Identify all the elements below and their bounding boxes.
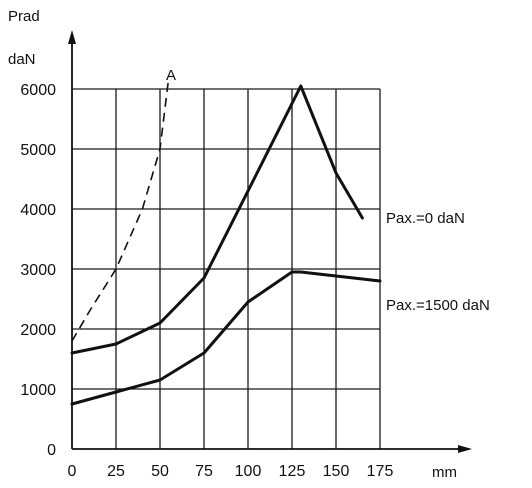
y-tick-label-0: 0 <box>47 442 56 459</box>
x-tick-label-50: 50 <box>151 463 169 480</box>
x-tick-label-125: 125 <box>279 463 306 480</box>
x-tick-label-100: 100 <box>235 463 262 480</box>
axes <box>68 30 472 453</box>
series-label-pax-0: Pax.=0 daN <box>386 210 465 227</box>
y-axis-arrow-icon <box>68 30 76 44</box>
y-axis-label-line2: daN <box>8 51 36 68</box>
y-tick-label-4000: 4000 <box>20 202 56 219</box>
y-tick-label-3000: 3000 <box>20 262 56 279</box>
series-line-1 <box>70 270 382 406</box>
series-label-a: A <box>166 67 176 84</box>
x-axis-arrow-icon <box>458 445 472 453</box>
x-axis-label: mm <box>432 464 457 481</box>
x-tick-label-175: 175 <box>367 463 394 480</box>
tick-labels: 0 25 50 75 100 125 150 175 0 1000 2000 3000 4000 5000… <box>20 82 393 480</box>
x-tick-label-25: 25 <box>107 463 125 480</box>
y-axis-label-line1: Prad <box>8 8 40 25</box>
x-tick-label-0: 0 <box>68 463 77 480</box>
y-tick-label-1000: 1000 <box>20 382 56 399</box>
grid <box>72 88 381 449</box>
series-line-0 <box>70 84 364 355</box>
series-label-pax-1500: Pax.=1500 daN <box>386 297 490 314</box>
y-tick-label-6000: 6000 <box>20 82 56 99</box>
labels: Prad daN mm Pax.=0 daN Pax.=1500 daN A <box>8 8 490 481</box>
y-tick-label-2000: 2000 <box>20 322 56 339</box>
x-tick-label-75: 75 <box>195 463 213 480</box>
y-tick-label-5000: 5000 <box>20 142 56 159</box>
series <box>70 76 382 406</box>
x-tick-label-150: 150 <box>323 463 350 480</box>
